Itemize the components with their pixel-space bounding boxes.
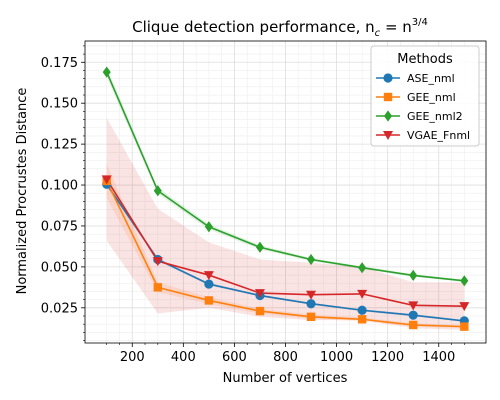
line-gee-nml [105,180,465,328]
point-ase-nml [408,310,418,320]
chart-title: Clique detection performance, nc = n3/4 [132,17,428,39]
legend-marker-vgae-fnml [383,131,393,140]
y-tick-label: 0.025 [41,301,78,316]
legend-marker-gee-nml2 [384,110,392,122]
line-vgae-fnml [106,178,465,307]
point-gee-nml2 [204,221,213,233]
point-gee-nml2 [409,269,418,281]
point-gee-nml [357,315,367,324]
point-ase-nml [306,299,316,309]
point-gee-nml [153,283,162,292]
legend-title: Methods [397,52,453,67]
x-tick-label: 200 [120,350,145,365]
legend-marker-ase-nml [383,73,393,83]
series-lines [105,71,465,328]
point-vgae-fnml [254,289,265,299]
x-axis-label: Number of vertices [223,371,348,386]
y-tick-label: 0.150 [41,97,78,112]
line-gee-nml2 [105,71,465,282]
legend-label-gee-nml2: GEE_nml2 [407,110,463,123]
legend-items: ASE_nml GEE_nml GEE_nml2 VGAE_Fnml [376,72,470,142]
point-vgae-fnml [306,290,317,300]
point-ase-nml [357,305,367,315]
point-ase-nml [204,279,214,289]
point-vgae-fnml [408,301,419,311]
point-gee-nml2 [102,66,111,78]
legend-marker-gee-nml [383,92,393,102]
point-gee-nml [306,312,316,322]
point-vgae-fnml [152,257,163,267]
point-vgae-fnml [459,302,470,312]
point-vgae-fnml [101,175,112,185]
point-gee-nml2 [358,262,367,274]
point-gee-nml [409,320,418,330]
y-tick-label: 0.075 [41,219,78,234]
x-tick-label: 1400 [422,350,455,365]
y-tick-label: 0.050 [41,260,78,275]
x-tick-label: 600 [222,350,247,365]
confidence-bands [106,67,465,330]
point-vgae-fnml [357,289,368,299]
y-axis-label: Normalized Procrustes Distance [15,88,30,295]
y-tick-label: 0.175 [41,56,78,71]
y-axis-ticks: 0.025 0.050 0.075 0.100 0.125 0.150 0.175 [41,45,85,341]
x-axis-ticks: 200 400 600 800 1000 1200 1400 [106,343,465,365]
point-gee-nml [255,306,265,316]
point-vgae-fnml [203,271,214,281]
legend-box [370,45,480,147]
point-gee-nml2 [307,253,316,266]
point-gee-nml [204,296,214,305]
x-tick-label: 800 [273,350,298,365]
band-vgae-fnml [106,117,465,330]
y-tick-label: 0.125 [41,138,78,153]
point-gee-nml2 [153,185,162,197]
x-tick-label: 1000 [320,350,353,365]
y-tick-label: 0.100 [41,179,78,194]
legend-label-vgae-fnml: VGAE_Fnml [407,129,470,142]
legend-label-gee-nml: GEE_nml [407,91,456,104]
point-gee-nml2 [255,241,264,253]
x-tick-label: 400 [171,350,196,365]
point-gee-nml2 [460,275,469,287]
series-markers [101,66,470,331]
legend: Methods ASE_nml GEE_nml GEE_nml2 VGAE_Fnml [370,45,480,147]
x-tick-label: 1200 [371,350,404,365]
point-gee-nml [460,322,469,331]
legend-label-ase-nml: ASE_nml [407,72,455,85]
